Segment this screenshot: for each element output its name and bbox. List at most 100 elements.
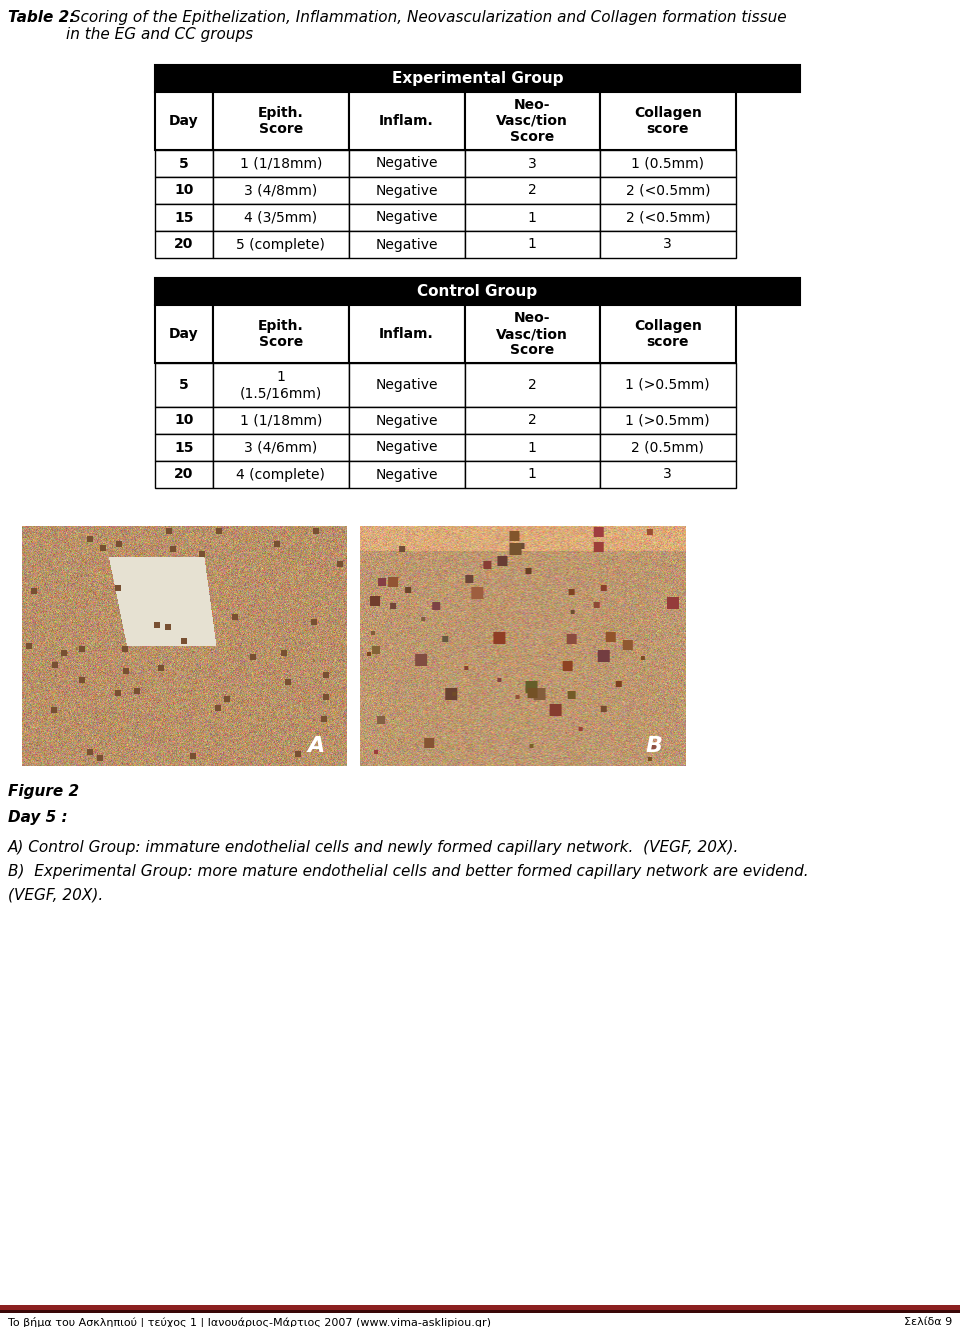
Bar bbox=[465, 231, 600, 257]
Text: Negative: Negative bbox=[375, 211, 438, 224]
Bar bbox=[600, 176, 735, 204]
Bar bbox=[213, 150, 348, 176]
Bar bbox=[213, 460, 348, 488]
Text: Epith.
Score: Epith. Score bbox=[258, 106, 303, 137]
Text: A: A bbox=[307, 736, 324, 756]
Text: 3: 3 bbox=[528, 157, 537, 170]
Text: A) Control Group: immature endothelial cells and newly formed capillary network.: A) Control Group: immature endothelial c… bbox=[8, 840, 739, 855]
Text: Inflam.: Inflam. bbox=[379, 326, 434, 341]
Bar bbox=[155, 364, 213, 407]
Text: 2: 2 bbox=[528, 378, 537, 391]
Bar bbox=[600, 434, 735, 460]
Text: 3: 3 bbox=[663, 467, 672, 482]
Bar bbox=[465, 460, 600, 488]
Text: 4 (3/5mm): 4 (3/5mm) bbox=[244, 211, 318, 224]
Bar bbox=[465, 364, 600, 407]
Bar bbox=[600, 407, 735, 434]
Bar bbox=[600, 305, 735, 364]
Text: Negative: Negative bbox=[375, 238, 438, 252]
Bar bbox=[213, 305, 348, 364]
Text: To βήμα του Ασκληπιού | τεύχος 1 | Ιανουάριος-Μάρτιος 2007 (www.vima-asklipiou.g: To βήμα του Ασκληπιού | τεύχος 1 | Ιανου… bbox=[8, 1316, 491, 1327]
Bar bbox=[465, 407, 600, 434]
Bar bbox=[600, 460, 735, 488]
Text: 1 (>0.5mm): 1 (>0.5mm) bbox=[626, 378, 710, 391]
Bar bbox=[155, 434, 213, 460]
Bar bbox=[348, 364, 465, 407]
Bar bbox=[213, 407, 348, 434]
Bar bbox=[348, 434, 465, 460]
Bar bbox=[155, 460, 213, 488]
Bar bbox=[155, 277, 800, 305]
Text: 3 (4/8mm): 3 (4/8mm) bbox=[244, 183, 318, 198]
Text: 10: 10 bbox=[175, 183, 194, 198]
Bar bbox=[348, 150, 465, 176]
Text: 1: 1 bbox=[528, 211, 537, 224]
Text: Negative: Negative bbox=[375, 183, 438, 198]
Text: 1
(1.5/16mm): 1 (1.5/16mm) bbox=[240, 370, 322, 401]
Bar bbox=[348, 231, 465, 257]
Bar bbox=[348, 204, 465, 231]
Text: 1: 1 bbox=[528, 467, 537, 482]
Bar bbox=[213, 176, 348, 204]
Text: Table 2:: Table 2: bbox=[8, 11, 76, 25]
Bar bbox=[155, 231, 213, 257]
Text: 2: 2 bbox=[528, 414, 537, 427]
Text: 1 (1/18mm): 1 (1/18mm) bbox=[240, 414, 322, 427]
Text: Day: Day bbox=[169, 326, 199, 341]
Text: Negative: Negative bbox=[375, 414, 438, 427]
Bar bbox=[465, 150, 600, 176]
Bar bbox=[465, 92, 600, 150]
Bar bbox=[600, 92, 735, 150]
Bar bbox=[348, 460, 465, 488]
Text: Collagen
score: Collagen score bbox=[634, 318, 702, 349]
Bar bbox=[465, 176, 600, 204]
Bar bbox=[155, 305, 213, 364]
Text: 1: 1 bbox=[528, 238, 537, 252]
Text: Neo-
Vasc/tion
Score: Neo- Vasc/tion Score bbox=[496, 311, 568, 357]
Text: B)  Experimental Group: more mature endothelial cells and better formed capillar: B) Experimental Group: more mature endot… bbox=[8, 864, 808, 878]
Text: B: B bbox=[645, 736, 662, 756]
Text: Collagen
score: Collagen score bbox=[634, 106, 702, 137]
Bar bbox=[348, 407, 465, 434]
Text: 2 (0.5mm): 2 (0.5mm) bbox=[632, 441, 705, 455]
Bar bbox=[0, 1304, 960, 1310]
Bar bbox=[348, 92, 465, 150]
Bar bbox=[600, 150, 735, 176]
Bar bbox=[465, 434, 600, 460]
Bar bbox=[213, 92, 348, 150]
Bar bbox=[213, 231, 348, 257]
Text: 3 (4/6mm): 3 (4/6mm) bbox=[244, 441, 318, 455]
Text: 20: 20 bbox=[175, 467, 194, 482]
Text: 3: 3 bbox=[663, 238, 672, 252]
Text: Neo-
Vasc/tion
Score: Neo- Vasc/tion Score bbox=[496, 98, 568, 145]
Text: 10: 10 bbox=[175, 414, 194, 427]
Text: Control Group: Control Group bbox=[418, 284, 538, 299]
Bar bbox=[600, 364, 735, 407]
Bar bbox=[0, 1310, 960, 1312]
Text: Inflam.: Inflam. bbox=[379, 114, 434, 127]
Text: Epith.
Score: Epith. Score bbox=[258, 318, 303, 349]
Bar bbox=[155, 204, 213, 231]
Text: Negative: Negative bbox=[375, 467, 438, 482]
Bar bbox=[348, 305, 465, 364]
Text: Experimental Group: Experimental Group bbox=[392, 72, 564, 86]
Bar bbox=[600, 231, 735, 257]
Text: 5: 5 bbox=[180, 378, 189, 391]
Text: 1 (0.5mm): 1 (0.5mm) bbox=[632, 157, 705, 170]
Bar bbox=[155, 65, 800, 92]
Text: 15: 15 bbox=[175, 211, 194, 224]
Text: 5 (complete): 5 (complete) bbox=[236, 238, 325, 252]
Bar bbox=[600, 204, 735, 231]
Text: 2 (<0.5mm): 2 (<0.5mm) bbox=[626, 183, 710, 198]
Text: 1 (>0.5mm): 1 (>0.5mm) bbox=[626, 414, 710, 427]
Text: (VEGF, 20X).: (VEGF, 20X). bbox=[8, 886, 104, 902]
Bar bbox=[155, 176, 213, 204]
Text: Figure 2: Figure 2 bbox=[8, 784, 79, 799]
Text: Negative: Negative bbox=[375, 441, 438, 455]
Text: Day 5 :: Day 5 : bbox=[8, 809, 67, 825]
Text: 5: 5 bbox=[180, 157, 189, 170]
Text: Scoring of the Epithelization, Inflammation, Neovascularization and Collagen for: Scoring of the Epithelization, Inflammat… bbox=[66, 11, 786, 42]
Text: 4 (complete): 4 (complete) bbox=[236, 467, 325, 482]
Bar bbox=[465, 204, 600, 231]
Text: 1: 1 bbox=[528, 441, 537, 455]
